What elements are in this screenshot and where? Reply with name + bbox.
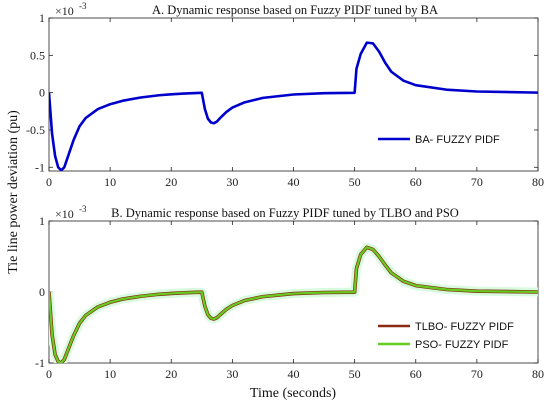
y-exponent-base: ×10 [55,207,74,221]
y-tick-label: -1 [35,160,45,174]
x-tick-label: 60 [410,367,422,381]
y-tick-label: -0.5 [26,123,45,137]
x-tick-label: 70 [471,367,483,381]
legend-label-pso: PSO- FUZZY PIDF [415,339,509,351]
series-line-ba [49,41,538,171]
y-tick-label: 1 [39,11,45,25]
x-tick-label: 50 [349,367,361,381]
y-tick-label: 0 [39,285,45,299]
legend-label-ba: BA- FUZZY PIDF [415,134,500,146]
x-tick-label: 80 [532,175,544,189]
y-tick-label: -1 [35,356,45,370]
x-axis-label: Time (seconds) [250,386,337,401]
y-axis-label: Tie line power deviation (pu) [6,110,21,274]
y-tick-label: 1 [39,214,45,228]
x-tick-label: 10 [104,175,116,189]
legend-label-tlbo: TLBO- FUZZY PIDF [415,321,514,333]
x-tick-label: 70 [471,175,483,189]
y-exponent-base: ×10 [55,4,74,18]
x-tick-label: 40 [288,175,300,189]
x-tick-label: 50 [349,175,361,189]
x-tick-label: 0 [46,175,52,189]
y-tick-label: 0.5 [30,48,45,62]
panel-a: 0 10 20 30 40 50 60 70 80 -1 -0.5 0 0.5 1 ×10 -3 A. Dyna… [26,1,544,189]
series-line-pso [49,246,538,363]
y-tick-label: 0 [39,86,45,100]
x-tick-label: 20 [165,175,177,189]
x-tick-label: 0 [46,367,52,381]
y-exponent-power: -3 [79,204,87,214]
chart-title: B. Dynamic response based on Fuzzy PIDF … [111,206,459,220]
y-exponent-power: -3 [79,1,87,11]
x-tick-label: 30 [226,367,238,381]
chart-title: A. Dynamic response based on Fuzzy PIDF … [152,3,438,17]
x-tick-label: 40 [288,367,300,381]
legend: BA- FUZZY PIDF [378,134,500,146]
x-tick-label: 10 [104,367,116,381]
x-tick-label: 20 [165,367,177,381]
x-tick-label: 80 [532,367,544,381]
legend: TLBO- FUZZY PIDF PSO- FUZZY PIDF [378,321,514,351]
x-tick-label: 30 [226,175,238,189]
x-tick-label: 60 [410,175,422,189]
panel-b: 0 10 20 30 40 50 60 70 80-101 ×10 -3 B. Dynamic res… [35,204,544,381]
